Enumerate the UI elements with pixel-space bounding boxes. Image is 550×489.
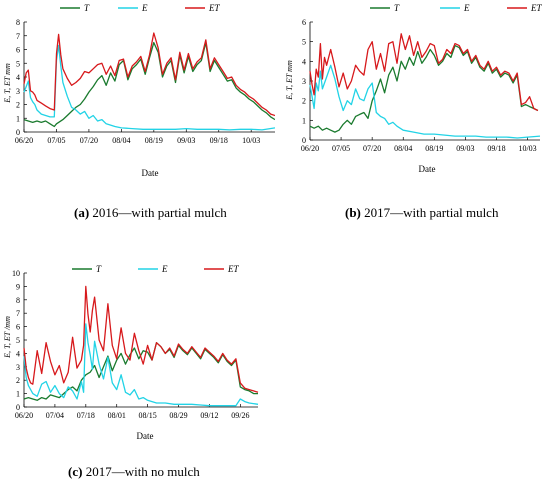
x-tick-label: 08/01	[108, 411, 126, 420]
chart-c-ylabel: E, T, ET /mm	[3, 316, 12, 359]
series-line-ET	[309, 33, 539, 112]
chart-b-legend: T E ET	[370, 3, 542, 13]
chart-c-legend: T E ET	[72, 264, 239, 274]
x-tick-label: 08/19	[145, 136, 163, 145]
y-tick-label: 1	[16, 114, 20, 123]
chart-c-plot: 0 1 2 3 4 5 6 7 8 9 10 06/20 07/04 07/18 08/01 08/15 08/…	[12, 269, 259, 420]
x-tick-label: 09/26	[231, 411, 249, 420]
x-tick-label: 07/20	[363, 144, 381, 153]
chart-c-caption: (c) 2017—with no mulch	[68, 464, 200, 480]
chart-a-xlabel: Date	[142, 168, 159, 178]
x-tick-label: 09/03	[456, 144, 474, 153]
x-tick-label: 08/04	[394, 144, 412, 153]
y-tick-label: 7	[16, 32, 20, 41]
legend-label-E: E	[463, 3, 470, 13]
chart-b-xlabel: Date	[419, 164, 436, 174]
y-tick-label: 1	[16, 390, 20, 399]
chart-c-caption-text: 2017—with no mulch	[85, 464, 200, 479]
chart-a-plot: 0 1 2 3 4 5 6 7 8 06/20 07/05 07/20 08/04 08/19 09/03 0…	[15, 18, 275, 145]
y-tick-label: 2	[302, 97, 306, 106]
y-tick-label: 6	[16, 323, 20, 332]
y-tick-label: 5	[16, 336, 20, 345]
chart-b-caption: (b) 2017—with partial mulch	[345, 205, 498, 221]
chart-b-ylabel: E, T, ET mm	[285, 60, 294, 101]
y-tick-label: 5	[302, 38, 306, 47]
series-line-ET	[23, 285, 259, 393]
y-tick-label: 3	[16, 363, 20, 372]
series-line-E	[23, 323, 259, 407]
series-line-T	[23, 41, 275, 128]
x-tick-label: 09/18	[210, 136, 228, 145]
x-tick-label: 06/20	[15, 411, 33, 420]
y-tick-label: 4	[302, 57, 306, 66]
x-tick-label: 07/05	[47, 136, 65, 145]
x-tick-label: 09/18	[487, 144, 505, 153]
y-tick-label: 1	[302, 116, 306, 125]
y-tick-label: 9	[16, 282, 20, 291]
legend-label-T: T	[96, 264, 102, 274]
x-tick-label: 07/04	[46, 411, 64, 420]
legend-label-ET: ET	[530, 3, 542, 13]
y-tick-label: 2	[16, 101, 20, 110]
y-tick-label: 2	[16, 376, 20, 385]
x-tick-label: 08/29	[169, 411, 187, 420]
x-tick-label: 06/20	[15, 136, 33, 145]
legend-label-T: T	[394, 3, 400, 13]
chart-c: T E ET E, T, ET /mm 0 1 2 3 4 5 6 7 8 9 10 06/20 07/04…	[3, 264, 259, 441]
y-tick-label: 3	[302, 77, 306, 86]
chart-b-caption-letter: (b)	[345, 205, 361, 220]
x-tick-label: 06/20	[301, 144, 319, 153]
chart-a-caption-letter: (a)	[74, 205, 90, 220]
y-tick-label: 3	[16, 87, 20, 96]
y-tick-label: 8	[16, 296, 20, 305]
series-line-E	[23, 44, 275, 131]
chart-a-legend: T E ET	[60, 3, 220, 13]
chart-c-caption-letter: (c)	[68, 464, 83, 479]
x-tick-label: 08/19	[425, 144, 443, 153]
y-tick-label: 4	[16, 349, 20, 358]
chart-a: T E ET E, T, ET mm 0 1 2 3 4 5 6 7 8 06/20 07/05 07/2…	[3, 3, 275, 178]
legend-label-ET: ET	[227, 264, 239, 274]
legend-label-E: E	[141, 3, 148, 13]
series-line-ET	[23, 32, 275, 117]
x-tick-label: 08/15	[139, 411, 157, 420]
y-tick-label: 0	[302, 136, 306, 145]
x-tick-label: 08/04	[112, 136, 130, 145]
x-tick-label: 10/03	[518, 144, 536, 153]
chart-b-plot: 0 1 2 3 4 5 6 06/20 07/05 07/20 08/04 08/19 09/03 09/…	[301, 18, 541, 153]
chart-a-caption-text: 2016—with partial mulch	[92, 205, 227, 220]
y-tick-label: 4	[16, 73, 20, 82]
chart-b-caption-text: 2017—with partial mulch	[364, 205, 499, 220]
y-tick-label: 0	[16, 403, 20, 412]
y-tick-label: 6	[302, 18, 306, 27]
y-tick-label: 5	[16, 59, 20, 68]
series-line-E	[309, 64, 541, 139]
x-tick-label: 09/12	[200, 411, 218, 420]
x-tick-label: 07/18	[77, 411, 95, 420]
legend-label-E: E	[161, 264, 168, 274]
y-tick-label: 0	[16, 128, 20, 137]
series-line-T	[309, 44, 539, 133]
x-tick-label: 07/20	[80, 136, 98, 145]
y-tick-label: 10	[12, 269, 20, 278]
y-tick-label: 7	[16, 309, 20, 318]
chart-a-ylabel: E, T, ET mm	[3, 63, 12, 104]
x-tick-label: 09/03	[177, 136, 195, 145]
legend-label-T: T	[84, 3, 90, 13]
y-tick-label: 8	[16, 18, 20, 27]
y-tick-label: 6	[16, 46, 20, 55]
x-tick-label: 10/03	[242, 136, 260, 145]
chart-a-caption: (a) 2016—with partial mulch	[74, 205, 227, 221]
chart-c-xlabel: Date	[137, 431, 154, 441]
series-line-T	[23, 342, 258, 401]
legend-label-ET: ET	[208, 3, 220, 13]
x-tick-label: 07/05	[332, 144, 350, 153]
